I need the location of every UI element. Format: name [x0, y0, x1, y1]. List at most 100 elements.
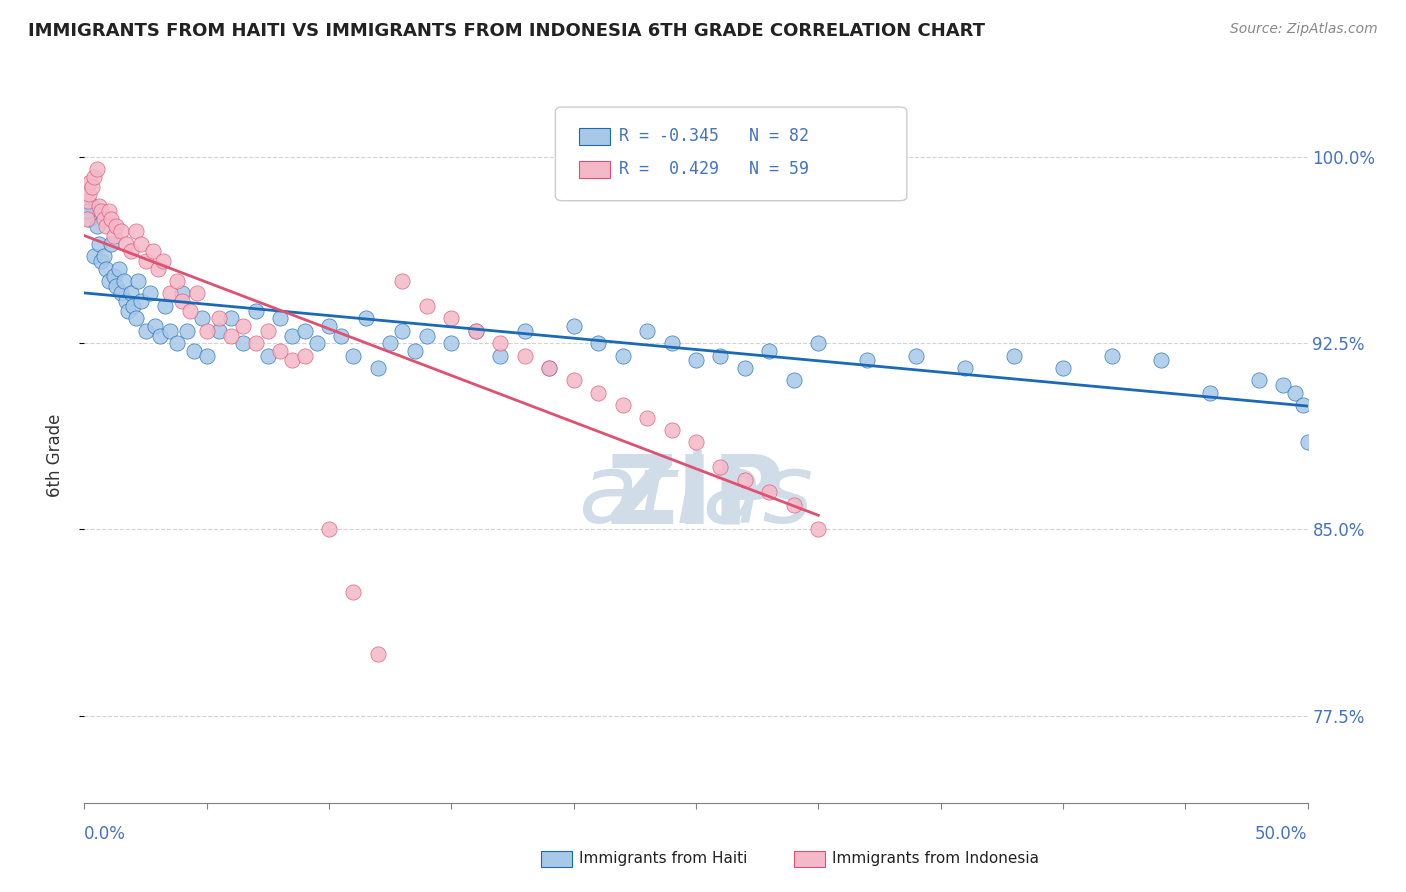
- Point: [77, 187, 100, 202]
- Point: [269, 343, 291, 358]
- Point: [330, 328, 353, 343]
- Point: [96, 261, 118, 276]
- Point: [380, 336, 402, 351]
- Point: [93, 211, 115, 226]
- Text: R =  0.429   N = 59: R = 0.429 N = 59: [619, 161, 808, 178]
- Point: [661, 423, 683, 437]
- Point: [391, 274, 413, 288]
- Point: [125, 224, 148, 238]
- Point: [90, 254, 112, 268]
- Point: [186, 286, 208, 301]
- Point: [135, 324, 157, 338]
- Point: [76, 211, 98, 226]
- Point: [172, 286, 194, 301]
- Text: atlas: atlas: [578, 450, 814, 543]
- Point: [586, 336, 609, 351]
- Point: [318, 523, 340, 537]
- Y-axis label: 6th Grade: 6th Grade: [45, 413, 63, 497]
- Point: [245, 303, 267, 318]
- Point: [90, 204, 112, 219]
- Point: [1247, 373, 1270, 387]
- Point: [245, 336, 267, 351]
- Point: [538, 361, 561, 376]
- Point: [159, 286, 181, 301]
- Point: [269, 311, 291, 326]
- Point: [758, 343, 780, 358]
- Point: [166, 274, 188, 288]
- Point: [1101, 349, 1123, 363]
- Point: [127, 274, 149, 288]
- Point: [318, 318, 340, 333]
- Point: [562, 318, 585, 333]
- Point: [208, 324, 231, 338]
- Point: [281, 353, 304, 368]
- Point: [232, 336, 254, 351]
- Point: [1052, 361, 1074, 376]
- Text: R = -0.345   N = 82: R = -0.345 N = 82: [619, 128, 808, 145]
- Point: [122, 299, 145, 313]
- Point: [294, 349, 316, 363]
- Point: [77, 204, 100, 219]
- Point: [149, 328, 172, 343]
- Point: [107, 261, 129, 276]
- Point: [195, 349, 218, 363]
- Point: [77, 211, 100, 226]
- Point: [281, 328, 304, 343]
- Text: Immigrants from Indonesia: Immigrants from Indonesia: [832, 851, 1039, 865]
- Point: [143, 318, 166, 333]
- Point: [83, 249, 105, 263]
- Point: [100, 211, 122, 226]
- Point: [257, 324, 280, 338]
- Point: [538, 361, 561, 376]
- Point: [661, 336, 683, 351]
- Point: [79, 175, 101, 189]
- Point: [139, 286, 162, 301]
- Point: [117, 303, 139, 318]
- Point: [129, 236, 152, 251]
- Point: [219, 311, 242, 326]
- Point: [96, 219, 118, 234]
- Point: [905, 349, 928, 363]
- Point: [172, 293, 194, 308]
- Point: [758, 485, 780, 500]
- Point: [305, 336, 328, 351]
- Point: [783, 373, 806, 387]
- Point: [734, 473, 756, 487]
- Point: [734, 361, 756, 376]
- Point: [367, 647, 389, 661]
- Point: [77, 194, 100, 209]
- Text: 50.0%: 50.0%: [1256, 825, 1308, 843]
- Point: [179, 303, 201, 318]
- Point: [83, 169, 105, 184]
- Point: [97, 204, 120, 219]
- Point: [110, 286, 132, 301]
- Point: [464, 324, 486, 338]
- Point: [120, 286, 142, 301]
- Point: [191, 311, 214, 326]
- Point: [208, 311, 231, 326]
- Text: ZIP: ZIP: [607, 450, 785, 543]
- Point: [152, 254, 174, 268]
- Point: [232, 318, 254, 333]
- Point: [153, 299, 176, 313]
- Point: [513, 324, 536, 338]
- Point: [636, 324, 658, 338]
- Point: [709, 460, 731, 475]
- Point: [685, 435, 707, 450]
- Point: [105, 279, 128, 293]
- Point: [80, 179, 103, 194]
- Point: [367, 361, 389, 376]
- Point: [1002, 349, 1025, 363]
- Point: [257, 349, 280, 363]
- Point: [856, 353, 879, 368]
- Point: [159, 324, 181, 338]
- Point: [93, 249, 115, 263]
- Point: [103, 229, 125, 244]
- Point: [87, 199, 110, 213]
- Point: [86, 162, 108, 177]
- Text: Immigrants from Haiti: Immigrants from Haiti: [579, 851, 748, 865]
- Point: [1272, 378, 1295, 392]
- Point: [86, 219, 108, 234]
- Point: [1292, 398, 1315, 412]
- Point: [142, 244, 165, 259]
